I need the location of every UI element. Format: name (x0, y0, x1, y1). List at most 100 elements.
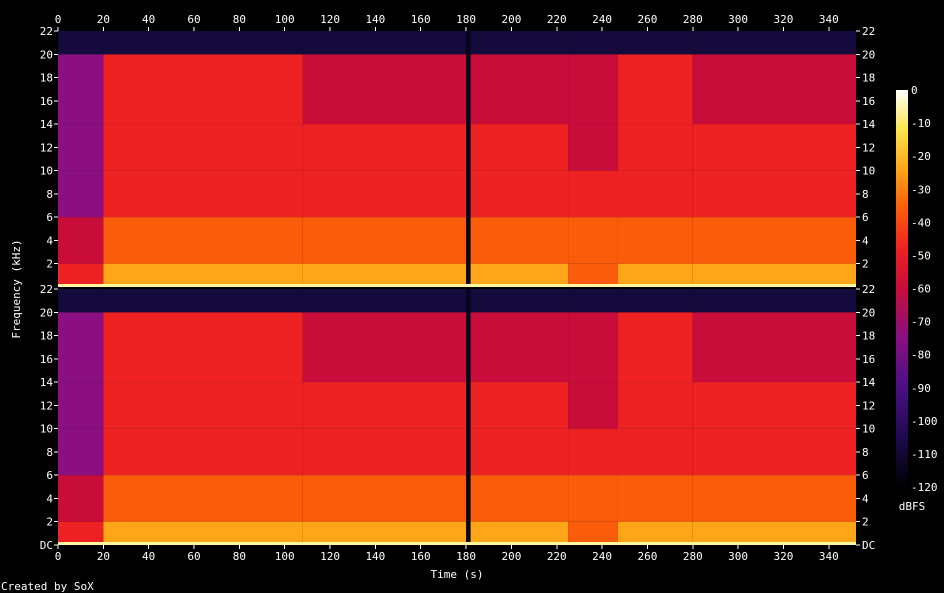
x-tick-label-bottom: 60 (187, 550, 200, 563)
colorbar-tick-label: -10 (911, 117, 931, 130)
spectrum-segment (103, 31, 303, 287)
above-cutoff-region (692, 289, 856, 313)
spectrum-band (692, 54, 856, 125)
x-tick-label-bottom: 100 (275, 550, 295, 563)
x-tick-label-bottom: 40 (142, 550, 155, 563)
y-tick-label-left: 10 (40, 165, 53, 178)
above-cutoff-region (470, 289, 569, 313)
spectrum-band (568, 217, 618, 264)
x-tick-label-bottom: 260 (637, 550, 657, 563)
spectrum-segment (692, 31, 856, 287)
spectrum-band (692, 475, 856, 522)
above-cutoff-region (58, 289, 104, 313)
colorbar-tick-label: 0 (911, 84, 918, 97)
spectrum-band (58, 170, 104, 218)
colorbar-tick-label: -120 (911, 481, 938, 494)
spectrum-band (58, 312, 104, 383)
spectrum-band (470, 217, 569, 264)
y-tick-label-right: 14 (862, 118, 876, 131)
spectrum-segment (568, 31, 618, 287)
y-tick-label-right: 22 (862, 25, 875, 38)
spectrum-band (302, 382, 467, 429)
above-cutoff-region (302, 31, 467, 55)
colorbar-tick-label: -50 (911, 249, 931, 262)
y-tick-label-right: 2 (862, 258, 869, 271)
colorbar-tick-label: -80 (911, 349, 931, 362)
x-tick-label-bottom: 0 (55, 550, 62, 563)
x-tick-label-bottom: 340 (819, 550, 839, 563)
y-tick-label-right: 6 (862, 211, 869, 224)
spectrum-band (58, 217, 104, 264)
colorbar-gradient (896, 90, 908, 487)
y-tick-label-left: 4 (46, 234, 53, 247)
y-tick-label-right: DC (862, 539, 875, 552)
channel-panel-2 (58, 289, 856, 545)
y-axis-label: Frequency (kHz) (10, 239, 23, 338)
spectrum-band (617, 263, 693, 287)
spectrum-band (302, 217, 467, 264)
x-tick-label-bottom: 20 (97, 550, 110, 563)
y-tick-label-left: 20 (40, 48, 53, 61)
x-axis-label: Time (s) (431, 568, 484, 581)
spectrum-band (302, 124, 467, 171)
y-tick-label-right: 8 (862, 188, 869, 201)
spectrum-band (103, 521, 303, 545)
y-tick-label-left: 16 (40, 95, 53, 108)
x-tick-label-bottom: 300 (728, 550, 748, 563)
spectrum-band (692, 521, 856, 545)
above-cutoff-region (692, 31, 856, 55)
spectrum-band (103, 475, 303, 522)
spectrum-band (568, 124, 618, 171)
x-tick-label-top: 60 (187, 13, 200, 26)
x-tick-label-top: 0 (55, 13, 62, 26)
y-tick-label-right: 2 (862, 516, 869, 529)
y-tick-label-left: 10 (40, 423, 53, 436)
x-tick-label-top: 120 (320, 13, 340, 26)
y-tick-label-left: 14 (40, 118, 54, 131)
y-tick-label-right: 20 (862, 306, 875, 319)
x-tick-label-bottom: 320 (774, 550, 794, 563)
spectrum-band (568, 428, 618, 476)
spectrum-band (568, 263, 618, 287)
spectrum-band (617, 170, 693, 218)
spectrum-band (302, 263, 467, 287)
y-tick-label-left: DC (40, 539, 53, 552)
x-tick-label-top: 260 (637, 13, 657, 26)
spectrum-band (470, 475, 569, 522)
spectrum-band (58, 124, 104, 171)
x-tick-label-top: 100 (275, 13, 295, 26)
above-cutoff-region (302, 289, 467, 313)
spectrum-band (692, 124, 856, 171)
credit-text: Created by SoX (1, 580, 94, 593)
spectrum-band (58, 382, 104, 429)
colorbar-tick-label: -40 (911, 216, 931, 229)
y-tick-label-left: 18 (40, 72, 53, 85)
x-tick-label-top: 180 (456, 13, 476, 26)
colorbar-tick-label: -70 (911, 316, 931, 329)
spectrum-band (103, 54, 303, 125)
spectrum-band (103, 217, 303, 264)
x-tick-label-top: 20 (97, 13, 110, 26)
spectrum-band (470, 54, 569, 125)
spectrum-band (617, 124, 693, 171)
above-cutoff-region (58, 31, 104, 55)
y-tick-label-left: 2 (46, 516, 53, 529)
spectrum-band (470, 428, 569, 476)
spectrum-band (103, 170, 303, 218)
spectrum-band (470, 170, 569, 218)
y-tick-label-right: 12 (862, 399, 875, 412)
y-tick-label-right: 12 (862, 141, 875, 154)
x-tick-label-top: 160 (411, 13, 431, 26)
spectrum-band (568, 54, 618, 125)
colorbar-label: dBFS (899, 500, 926, 513)
spectrum-band (470, 312, 569, 383)
y-tick-label-right: 8 (862, 446, 869, 459)
spectrum-band (58, 521, 104, 545)
spectrum-band (103, 312, 303, 383)
x-tick-label-bottom: 80 (233, 550, 246, 563)
spectrum-band (302, 475, 467, 522)
x-tick-label-top: 320 (774, 13, 794, 26)
spectrum-band (302, 312, 467, 383)
y-tick-label-left: 22 (40, 25, 53, 38)
